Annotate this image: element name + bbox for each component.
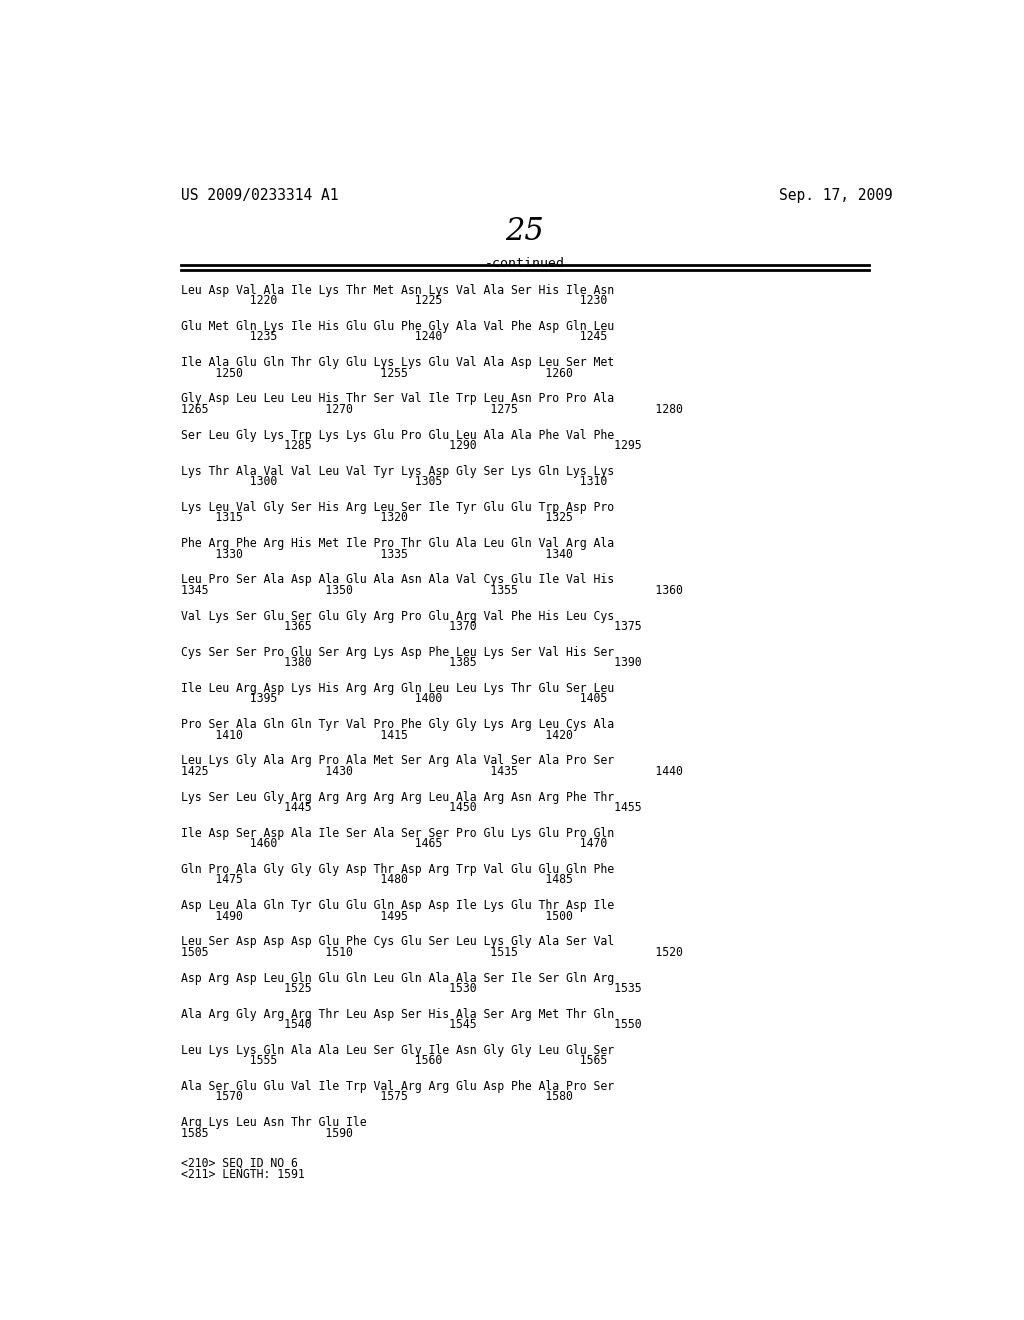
- Text: Pro Ser Ala Gln Gln Tyr Val Pro Phe Gly Gly Lys Arg Leu Cys Ala: Pro Ser Ala Gln Gln Tyr Val Pro Phe Gly …: [180, 718, 613, 731]
- Text: Phe Arg Phe Arg His Met Ile Pro Thr Glu Ala Leu Gln Val Arg Ala: Phe Arg Phe Arg His Met Ile Pro Thr Glu …: [180, 537, 613, 550]
- Text: 1365                    1370                    1375: 1365 1370 1375: [180, 620, 641, 634]
- Text: -continued: -continued: [484, 257, 565, 271]
- Text: 1445                    1450                    1455: 1445 1450 1455: [180, 801, 641, 814]
- Text: 1250                    1255                    1260: 1250 1255 1260: [180, 367, 572, 380]
- Text: Leu Pro Ser Ala Asp Ala Glu Ala Asn Ala Val Cys Glu Ile Val His: Leu Pro Ser Ala Asp Ala Glu Ala Asn Ala …: [180, 573, 613, 586]
- Text: Ile Ala Glu Gln Thr Gly Glu Lys Lys Glu Val Ala Asp Leu Ser Met: Ile Ala Glu Gln Thr Gly Glu Lys Lys Glu …: [180, 356, 613, 370]
- Text: 1330                    1335                    1340: 1330 1335 1340: [180, 548, 572, 561]
- Text: Ala Ser Glu Glu Val Ile Trp Val Arg Arg Glu Asp Phe Ala Pro Ser: Ala Ser Glu Glu Val Ile Trp Val Arg Arg …: [180, 1080, 613, 1093]
- Text: Lys Leu Val Gly Ser His Arg Leu Ser Ile Tyr Glu Glu Trp Asp Pro: Lys Leu Val Gly Ser His Arg Leu Ser Ile …: [180, 502, 613, 513]
- Text: Ser Leu Gly Lys Trp Lys Lys Glu Pro Glu Leu Ala Ala Phe Val Phe: Ser Leu Gly Lys Trp Lys Lys Glu Pro Glu …: [180, 429, 613, 442]
- Text: 1315                    1320                    1325: 1315 1320 1325: [180, 511, 572, 524]
- Text: 1555                    1560                    1565: 1555 1560 1565: [180, 1055, 607, 1068]
- Text: Val Lys Ser Glu Ser Glu Gly Arg Pro Glu Arg Val Phe His Leu Cys: Val Lys Ser Glu Ser Glu Gly Arg Pro Glu …: [180, 610, 613, 623]
- Text: 1425                 1430                    1435                    1440: 1425 1430 1435 1440: [180, 764, 683, 777]
- Text: <211> LENGTH: 1591: <211> LENGTH: 1591: [180, 1168, 304, 1181]
- Text: <210> SEQ ID NO 6: <210> SEQ ID NO 6: [180, 1156, 298, 1170]
- Text: Gln Pro Ala Gly Gly Gly Asp Thr Asp Arg Trp Val Glu Glu Gln Phe: Gln Pro Ala Gly Gly Gly Asp Thr Asp Arg …: [180, 863, 613, 876]
- Text: 1570                    1575                    1580: 1570 1575 1580: [180, 1090, 572, 1104]
- Text: 1345                 1350                    1355                    1360: 1345 1350 1355 1360: [180, 583, 683, 597]
- Text: 1265                 1270                    1275                    1280: 1265 1270 1275 1280: [180, 403, 683, 416]
- Text: Arg Lys Leu Asn Thr Glu Ile: Arg Lys Leu Asn Thr Glu Ile: [180, 1117, 367, 1130]
- Text: 1585                 1590: 1585 1590: [180, 1127, 352, 1139]
- Text: 1525                    1530                    1535: 1525 1530 1535: [180, 982, 641, 995]
- Text: Lys Ser Leu Gly Arg Arg Arg Arg Arg Leu Ala Arg Asn Arg Phe Thr: Lys Ser Leu Gly Arg Arg Arg Arg Arg Leu …: [180, 791, 613, 804]
- Text: 1380                    1385                    1390: 1380 1385 1390: [180, 656, 641, 669]
- Text: Sep. 17, 2009: Sep. 17, 2009: [779, 187, 893, 203]
- Text: Cys Ser Ser Pro Glu Ser Arg Lys Asp Phe Leu Lys Ser Val His Ser: Cys Ser Ser Pro Glu Ser Arg Lys Asp Phe …: [180, 645, 613, 659]
- Text: Gly Asp Leu Leu Leu His Thr Ser Val Ile Trp Leu Asn Pro Pro Ala: Gly Asp Leu Leu Leu His Thr Ser Val Ile …: [180, 392, 613, 405]
- Text: Glu Met Gln Lys Ile His Glu Glu Phe Gly Ala Val Phe Asp Gln Leu: Glu Met Gln Lys Ile His Glu Glu Phe Gly …: [180, 321, 613, 333]
- Text: 1235                    1240                    1245: 1235 1240 1245: [180, 330, 607, 343]
- Text: 1285                    1290                    1295: 1285 1290 1295: [180, 440, 641, 451]
- Text: 1540                    1545                    1550: 1540 1545 1550: [180, 1018, 641, 1031]
- Text: Leu Ser Asp Asp Asp Glu Phe Cys Glu Ser Leu Lys Gly Ala Ser Val: Leu Ser Asp Asp Asp Glu Phe Cys Glu Ser …: [180, 936, 613, 948]
- Text: 1490                    1495                    1500: 1490 1495 1500: [180, 909, 572, 923]
- Text: 1300                    1305                    1310: 1300 1305 1310: [180, 475, 607, 488]
- Text: 1505                 1510                    1515                    1520: 1505 1510 1515 1520: [180, 945, 683, 958]
- Text: Leu Lys Gly Ala Arg Pro Ala Met Ser Arg Ala Val Ser Ala Pro Ser: Leu Lys Gly Ala Arg Pro Ala Met Ser Arg …: [180, 755, 613, 767]
- Text: 1460                    1465                    1470: 1460 1465 1470: [180, 837, 607, 850]
- Text: Asp Arg Asp Leu Gln Glu Gln Leu Gln Ala Ala Ser Ile Ser Gln Arg: Asp Arg Asp Leu Gln Glu Gln Leu Gln Ala …: [180, 972, 613, 985]
- Text: 25: 25: [506, 216, 544, 247]
- Text: US 2009/0233314 A1: US 2009/0233314 A1: [180, 187, 338, 203]
- Text: Ile Asp Ser Asp Ala Ile Ser Ala Ser Ser Pro Glu Lys Glu Pro Gln: Ile Asp Ser Asp Ala Ile Ser Ala Ser Ser …: [180, 826, 613, 840]
- Text: 1410                    1415                    1420: 1410 1415 1420: [180, 729, 572, 742]
- Text: Leu Lys Lys Gln Ala Ala Leu Ser Gly Ile Asn Gly Gly Leu Glu Ser: Leu Lys Lys Gln Ala Ala Leu Ser Gly Ile …: [180, 1044, 613, 1057]
- Text: 1475                    1480                    1485: 1475 1480 1485: [180, 874, 572, 886]
- Text: Ala Arg Gly Arg Arg Thr Leu Asp Ser His Ala Ser Arg Met Thr Gln: Ala Arg Gly Arg Arg Thr Leu Asp Ser His …: [180, 1007, 613, 1020]
- Text: Asp Leu Ala Gln Tyr Glu Glu Gln Asp Asp Ile Lys Glu Thr Asp Ile: Asp Leu Ala Gln Tyr Glu Glu Gln Asp Asp …: [180, 899, 613, 912]
- Text: Lys Thr Ala Val Val Leu Val Tyr Lys Asp Gly Ser Lys Gln Lys Lys: Lys Thr Ala Val Val Leu Val Tyr Lys Asp …: [180, 465, 613, 478]
- Text: 1220                    1225                    1230: 1220 1225 1230: [180, 294, 607, 308]
- Text: Ile Leu Arg Asp Lys His Arg Arg Gln Leu Leu Lys Thr Glu Ser Leu: Ile Leu Arg Asp Lys His Arg Arg Gln Leu …: [180, 682, 613, 696]
- Text: Leu Asp Val Ala Ile Lys Thr Met Asn Lys Val Ala Ser His Ile Asn: Leu Asp Val Ala Ile Lys Thr Met Asn Lys …: [180, 284, 613, 297]
- Text: 1395                    1400                    1405: 1395 1400 1405: [180, 693, 607, 705]
